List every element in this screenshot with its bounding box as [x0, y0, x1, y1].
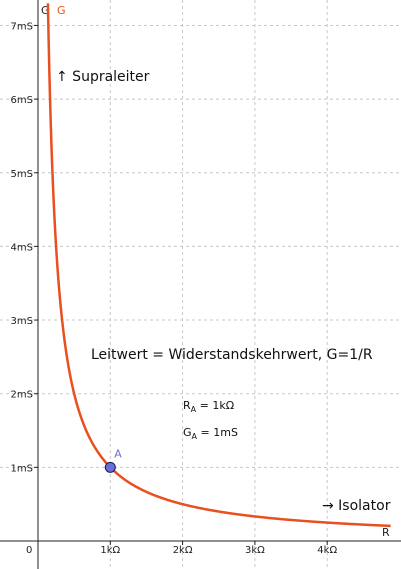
annotation-main-formula: Leitwert = Widerstandskehrwert, G=1/R	[91, 347, 373, 363]
y-tick-label-6: 7mS	[11, 21, 33, 32]
ra-subscript: A	[191, 405, 197, 414]
ga-symbol: G	[183, 426, 192, 439]
annotation-ra: RA = 1kΩ	[183, 399, 234, 414]
origin-label: 0	[26, 545, 32, 556]
x-tick-label-3: 4kΩ	[317, 545, 337, 556]
x-tick-label-2: 3kΩ	[245, 545, 265, 556]
point-a[interactable]	[104, 461, 116, 473]
y-tick-label-3: 4mS	[11, 242, 33, 253]
x-tick-label-1: 2kΩ	[173, 545, 193, 556]
annotation-isolator: → Isolator	[322, 498, 391, 514]
ga-value: = 1mS	[197, 426, 238, 439]
point-a-label: A	[114, 447, 122, 460]
ra-value: = 1kΩ	[196, 399, 234, 412]
y-axis-label: G	[41, 4, 50, 17]
y-tick-label-1: 2mS	[11, 390, 33, 401]
y-tick-label-0: 1mS	[11, 463, 33, 474]
x-axis-label: R	[382, 526, 390, 539]
annotation-ga: GA = 1mS	[183, 426, 238, 441]
y-tick-label-2: 3mS	[11, 316, 33, 327]
ra-symbol: R	[183, 399, 191, 412]
x-tick-label-0: 1kΩ	[100, 545, 120, 556]
y-tick-label-5: 6mS	[11, 95, 33, 106]
function-label: G	[57, 4, 66, 17]
conductance-curve	[46, 3, 391, 528]
annotation-supraleiter: ↑ Supraleiter	[56, 69, 150, 85]
y-tick-label-4: 5mS	[11, 169, 33, 180]
tick-labels: 1kΩ 2kΩ 3kΩ 4kΩ 1mS 2mS 3mS 4mS 5mS 6mS 7mS	[11, 21, 338, 556]
ga-subscript: A	[192, 432, 198, 441]
